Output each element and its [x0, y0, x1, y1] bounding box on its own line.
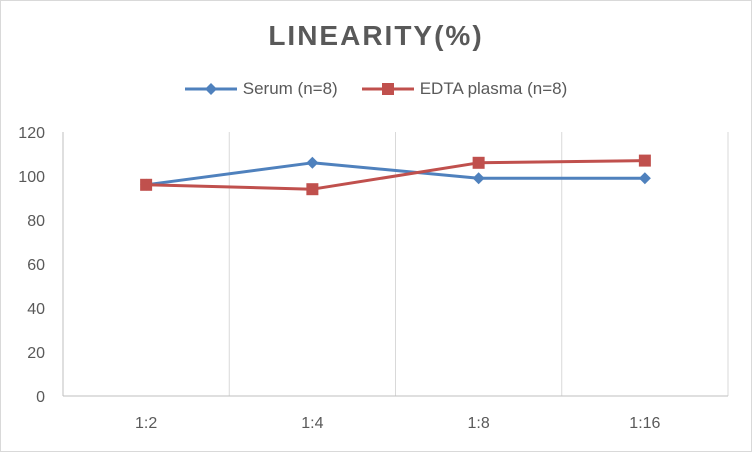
chart-title: LINEARITY(%) [268, 20, 484, 51]
legend-label-edta-plasma: EDTA plasma (n=8) [419, 79, 568, 98]
data-point-serum [638, 172, 651, 185]
series-line-1 [146, 159, 645, 191]
data-point-serum [472, 172, 485, 185]
data-point-serum [306, 156, 319, 169]
data-point-edta-plasma [140, 178, 153, 191]
series-line-0 [145, 161, 645, 187]
data-point-edta-plasma [306, 183, 319, 196]
legend-entry-serum: Serum (n=8) [184, 79, 338, 99]
legend-entry-edta-plasma: EDTA plasma (n=8) [361, 79, 568, 99]
legend-label-serum: Serum (n=8) [242, 79, 338, 98]
y-tick-label: 40 [27, 301, 45, 318]
x-tick-label: 1:8 [468, 415, 490, 432]
y-tick-label: 120 [18, 125, 45, 142]
data-point-edta-plasma [638, 154, 651, 167]
y-tick-label: 100 [18, 169, 45, 186]
x-tick-label: 1:16 [629, 415, 660, 432]
legend-swatch-edta-plasma [361, 83, 414, 95]
data-point-edta-plasma [472, 156, 485, 169]
legend: Serum (n=8) EDTA plasma (n=8) [0, 79, 752, 99]
y-tick-label: 80 [27, 213, 45, 230]
y-tick-label: 60 [27, 257, 45, 274]
y-tick-label: 0 [36, 389, 45, 406]
y-tick-label: 20 [27, 345, 45, 362]
x-tick-label: 1:4 [301, 415, 323, 432]
x-tick-label: 1:2 [135, 415, 157, 432]
legend-swatch-serum [184, 83, 237, 95]
